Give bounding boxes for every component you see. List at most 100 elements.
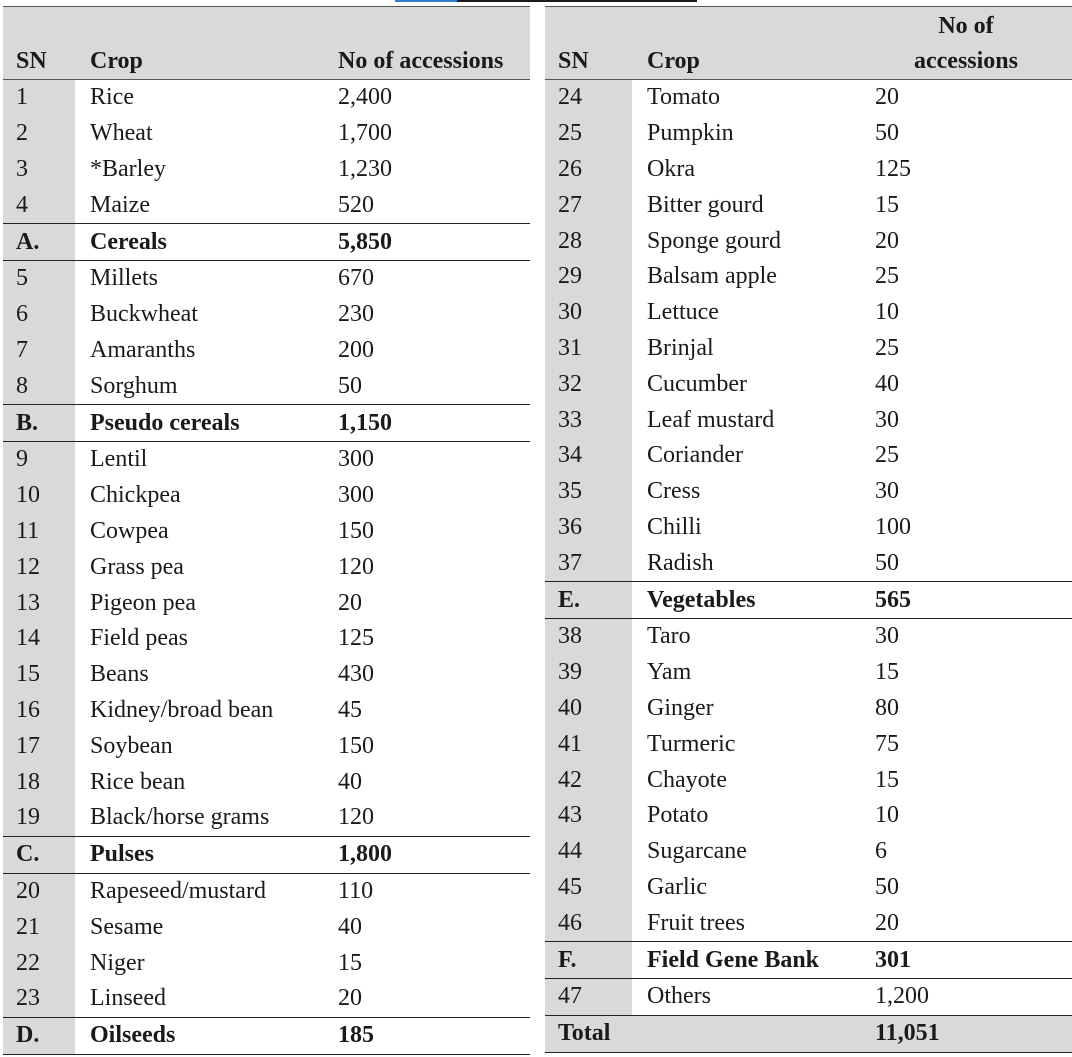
sn-cell: 47 [545, 978, 632, 1016]
crop-cell: Maize [90, 191, 150, 218]
sn-cell: 15 [3, 656, 75, 693]
table-row: 16 Kidney/broad bean 45 [3, 692, 530, 729]
table-row: 1 Rice 2,400 [3, 79, 530, 116]
sn-cell: 25 [545, 115, 632, 152]
accessions-cell: 120 [338, 804, 374, 831]
crop-cell: Rice bean [90, 768, 186, 795]
sn-cell: 30 [545, 294, 632, 331]
crop-cell: Rice [90, 84, 134, 111]
sn-cell: 46 [545, 905, 632, 942]
sn-cell: 13 [3, 585, 75, 621]
table-row: 15 Beans 430 [3, 656, 530, 693]
crop-cell: Okra [647, 155, 695, 182]
table-row: 30 Lettuce 10 [545, 294, 1072, 331]
accessions-cell: 50 [875, 549, 899, 576]
sn-cell: 16 [3, 692, 75, 729]
sn-cell: 7 [3, 332, 75, 369]
accessions-cell: 15 [338, 949, 362, 976]
crop-cell: Chayote [647, 766, 727, 793]
crop-cell: Coriander [647, 442, 743, 469]
table-row: 11 Cowpea 150 [3, 513, 530, 550]
crop-cell: Balsam apple [647, 263, 777, 290]
crop-cell: Field peas [90, 625, 188, 652]
accessions-cell: 75 [875, 730, 899, 757]
crop-cell: Beans [90, 661, 149, 688]
table-header-row: SN Crop No of accessions [3, 6, 530, 80]
table-row: 38 Taro 30 [545, 618, 1072, 655]
accessions-cell: 5,850 [338, 228, 392, 255]
sn-cell: 17 [3, 728, 75, 765]
link-underline [395, 0, 457, 2]
sn-cell: 23 [3, 980, 75, 1018]
accessions-cell: 25 [875, 442, 899, 469]
accessions-cell: 50 [875, 873, 899, 900]
crop-cell: Leaf mustard [647, 406, 775, 433]
crop-cell: Ginger [647, 694, 714, 721]
accessions-table-left: SN Crop No of accessions 1 Rice 2,400 2 Whea… [3, 6, 530, 1055]
sn-cell: 31 [545, 330, 632, 367]
accessions-cell: 15 [875, 191, 899, 218]
table-row: 21 Sesame 40 [3, 909, 530, 946]
crop-cell: Sugarcane [647, 838, 747, 865]
sn-cell: 2 [3, 115, 75, 152]
crop-cell: Lettuce [647, 299, 719, 326]
table-row: 10 Chickpea 300 [3, 477, 530, 514]
accessions-cell: 20 [875, 227, 899, 254]
sn-cell: F. [545, 941, 632, 979]
accessions-cell: 40 [338, 768, 362, 795]
sn-cell: 32 [545, 366, 632, 403]
crop-cell: Pigeon pea [90, 589, 196, 616]
accessions-cell: 100 [875, 513, 911, 540]
sn-cell: 8 [3, 368, 75, 405]
accessions-cell: 20 [338, 589, 362, 616]
crop-cell: Sorghum [90, 372, 178, 399]
accessions-cell: 45 [338, 696, 362, 723]
subtotal-row: E. Vegetables 565 [545, 581, 1072, 619]
table-row: 44 Sugarcane 6 [545, 833, 1072, 870]
table-row: 40 Ginger 80 [545, 690, 1072, 727]
sn-cell: 27 [545, 187, 632, 224]
table-row: 14 Field peas 125 [3, 620, 530, 657]
crop-cell: Field Gene Bank [647, 946, 820, 973]
crop-cell: Kidney/broad bean [90, 696, 274, 723]
sn-cell: 20 [3, 873, 75, 910]
accessions-cell: 20 [875, 84, 899, 111]
accessions-cell: 125 [338, 625, 374, 652]
header-accessions-line2: accessions [914, 48, 1018, 74]
crop-cell: Amaranths [90, 336, 196, 363]
accessions-cell: 6 [875, 838, 887, 865]
sn-cell: 12 [3, 549, 75, 586]
table-row: 3 *Barley 1,230 [3, 151, 530, 188]
table-row: 22 Niger 15 [3, 945, 530, 981]
header-accessions: No of accessions [860, 6, 1072, 80]
accessions-cell: 150 [338, 732, 374, 759]
crop-cell: Grass pea [90, 553, 184, 580]
crop-cell: Taro [647, 623, 691, 650]
crop-cell: Garlic [647, 873, 707, 900]
crop-cell: Pseudo cereals [90, 409, 240, 436]
accessions-cell: 20 [338, 985, 362, 1012]
crop-cell: Cowpea [90, 517, 169, 544]
crop-cell: Lentil [90, 446, 148, 473]
accessions-cell: 11,051 [860, 1015, 1072, 1053]
accessions-cell: 230 [338, 301, 374, 328]
accessions-cell: 200 [338, 336, 374, 363]
header-crop: Crop [632, 6, 860, 80]
crop-cell: Pumpkin [647, 120, 734, 147]
table-row: 26 Okra 125 [545, 151, 1072, 188]
accessions-cell: 15 [875, 766, 899, 793]
accessions-cell: 80 [875, 694, 899, 721]
table-row: 29 Balsam apple 25 [545, 258, 1072, 295]
table-row: 8 Sorghum 50 [3, 368, 530, 405]
accessions-cell: 40 [875, 370, 899, 397]
crop-cell: Linseed [90, 985, 166, 1012]
crop-cell: Potato [647, 802, 709, 829]
crop-cell: *Barley [90, 155, 166, 182]
sn-cell: 21 [3, 909, 75, 946]
table-row: 6 Buckwheat 230 [3, 296, 530, 333]
table-row: 18 Rice bean 40 [3, 764, 530, 800]
sn-cell: 34 [545, 437, 632, 474]
accessions-cell: 30 [875, 406, 899, 433]
crop-cell: Cucumber [647, 370, 747, 397]
accessions-cell: 1,700 [338, 120, 392, 147]
